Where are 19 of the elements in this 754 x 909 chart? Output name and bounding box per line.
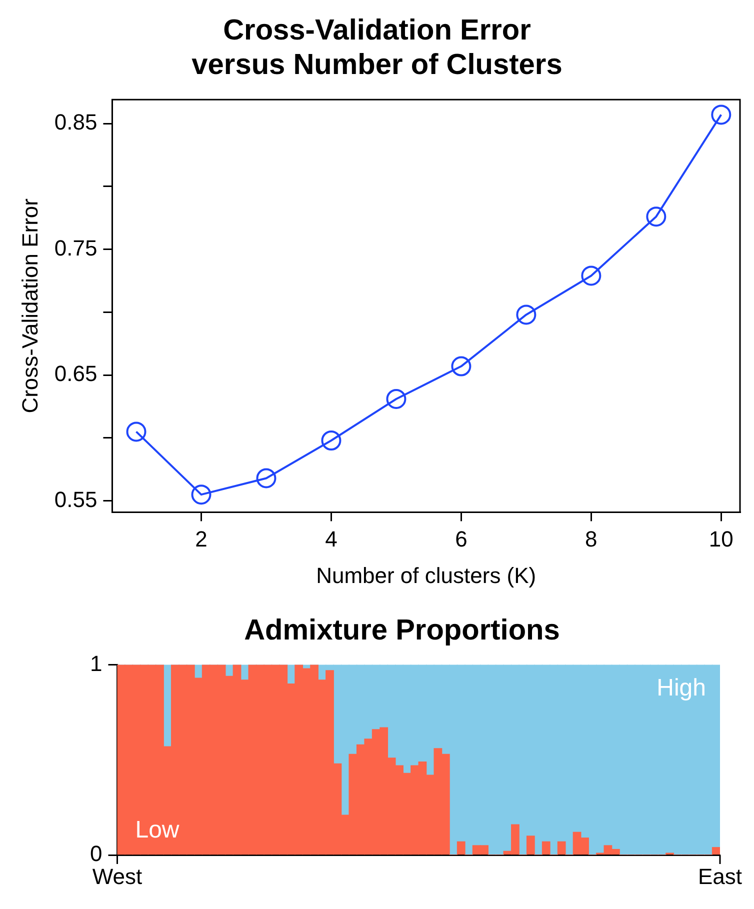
text: East [698,864,742,890]
y-tick-label: 1 [90,650,102,676]
x-tick-label: 6 [455,526,468,552]
text: West [92,864,142,890]
chart-title: Cross-Validation Error versus Number of Clusters [192,14,562,82]
y-tick-label: 0.85 [54,110,98,135]
x-tick-label: 8 [585,526,598,552]
series-label: Low [135,816,180,844]
y-tick-label: 0.65 [54,361,98,386]
y-tick-label: 0.75 [54,235,98,260]
y-axis-title: Cross-Validation Error [17,198,42,414]
x-tick-label: 10 [708,526,734,552]
y-tick-label: 0.55 [54,486,98,512]
x-axis-title: Number of clusters (K) [316,562,536,588]
x-tick-label: 2 [195,526,208,552]
x-tick-label: 4 [325,526,338,552]
chart-title: Admixture Proportions [244,614,560,646]
series-label: High [656,674,706,702]
y-tick-label: 0 [90,841,102,866]
